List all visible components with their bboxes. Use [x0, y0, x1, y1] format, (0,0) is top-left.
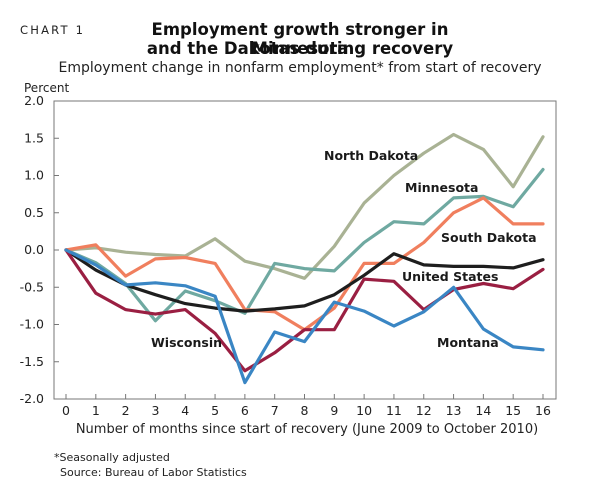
x-axis-label: Number of months since start of recovery… [76, 422, 538, 437]
x-tick-label: 11 [386, 403, 402, 418]
y-axis-label: Percent [24, 81, 69, 95]
y-tick-label: 2.0 [24, 93, 44, 108]
chart-subtitle: Employment change in nonfarm employment*… [58, 60, 542, 76]
series-line-minnesota [64, 167, 545, 323]
x-tick-label: 12 [416, 403, 432, 418]
x-tick-label: 3 [151, 403, 159, 418]
plot-frame [53, 100, 557, 400]
series-label-montana: Montana [437, 335, 499, 350]
x-tick-label: 1 [92, 403, 100, 418]
x-tick-label: 14 [475, 403, 491, 418]
x-tick-label: 7 [271, 403, 279, 418]
series-label-united-states: United States [402, 269, 498, 284]
y-tick-label: -2.0 [20, 391, 44, 406]
series-label-north-dakota: North Dakota [324, 148, 418, 163]
x-tick-label: 10 [356, 403, 372, 418]
footnote: *Seasonally adjusted [54, 451, 170, 464]
y-tick-label: 0.0 [24, 242, 44, 257]
series-label-south-dakota: South Dakota [441, 230, 537, 245]
series-label-minnesota: Minnesota [405, 180, 478, 195]
series-label-wisconsin: Wisconsin [151, 335, 222, 350]
x-tick-label: 6 [241, 403, 249, 418]
y-tick-label: -1.5 [20, 354, 44, 369]
series-line-north-dakota [64, 132, 545, 280]
series-line-wisconsin [64, 248, 545, 373]
x-tick-label: 4 [181, 403, 189, 418]
x-tick-label: 13 [446, 403, 462, 418]
x-tick-label: 9 [330, 403, 338, 418]
x-tick-label: 16 [535, 403, 551, 418]
source-note: Source: Bureau of Labor Statistics [60, 466, 247, 479]
y-tick-label: 1.0 [24, 168, 44, 183]
y-tick-label: 1.5 [24, 130, 44, 145]
series-line-montana [64, 248, 545, 385]
series-line-united-states [64, 248, 545, 313]
x-tick-label: 2 [122, 403, 130, 418]
y-tick-label: -1.0 [20, 317, 44, 332]
chart-number-label: CHART 1 [20, 23, 86, 37]
chart-title-line-2: and the Dakotas during recovery [146, 39, 454, 58]
x-tick-label: 0 [62, 403, 70, 418]
y-tick-label: 0.5 [24, 205, 44, 220]
x-tick-label: 8 [301, 403, 309, 418]
chart-title-line-1: Employment growth stronger in Minnesota [151, 20, 449, 58]
x-tick-label: 5 [211, 403, 219, 418]
x-tick-label: 15 [505, 403, 521, 418]
y-tick-label: -0.5 [20, 279, 44, 294]
